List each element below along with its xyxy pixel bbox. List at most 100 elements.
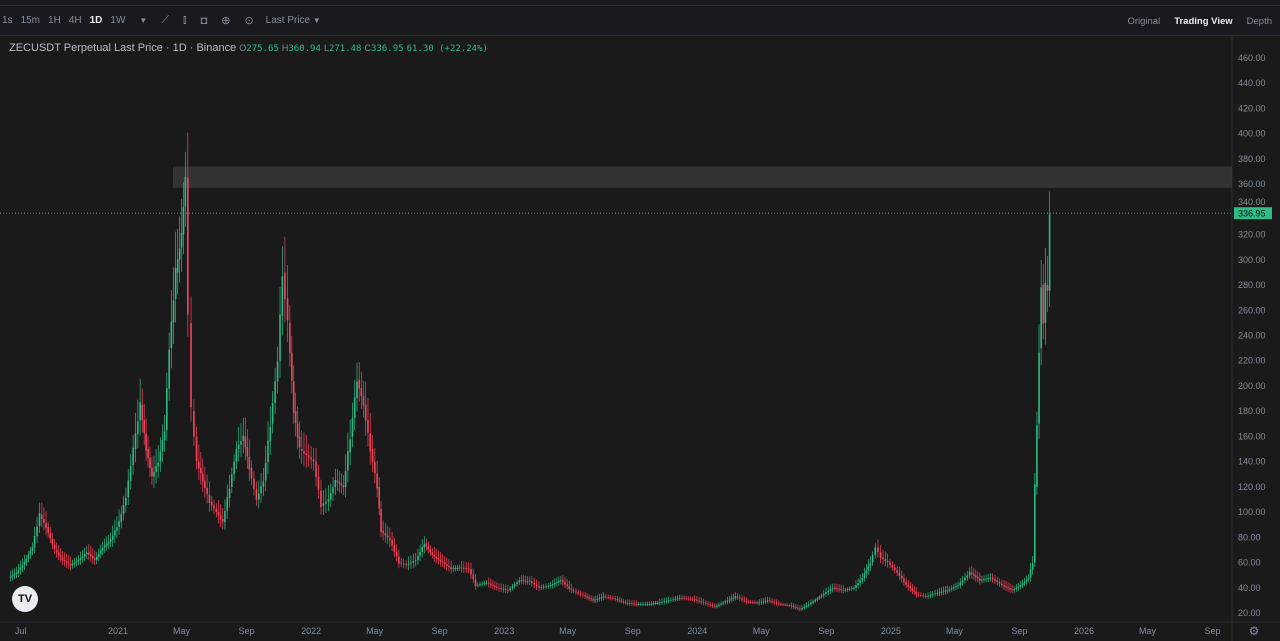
- candle-body: [886, 560, 889, 563]
- candle-body: [448, 565, 450, 568]
- candle-body: [13, 574, 16, 576]
- settings-gear-icon[interactable]: ⚙: [1249, 624, 1260, 638]
- candle-body: [479, 584, 481, 586]
- candle-body: [364, 404, 367, 421]
- high-value: 360.94: [288, 44, 321, 54]
- candle-body: [351, 418, 354, 437]
- candle-body: [338, 482, 341, 484]
- candle-body: [626, 602, 629, 604]
- price-tick-label: 300.00: [1238, 255, 1266, 265]
- candle-body: [889, 562, 891, 566]
- time-tick-label: Sep: [432, 626, 448, 636]
- candle-body: [11, 575, 14, 577]
- indicators-icon[interactable]: ⟋: [161, 14, 170, 26]
- candle-body: [23, 561, 26, 566]
- candle-body: [429, 549, 432, 553]
- price-tick-label: 400.00: [1238, 129, 1266, 139]
- candle-body: [99, 550, 102, 554]
- add-icon[interactable]: ⊕: [221, 15, 231, 27]
- candle-body: [756, 602, 758, 604]
- candle-body: [687, 598, 690, 600]
- candle-body: [59, 555, 62, 558]
- candle-body: [827, 591, 830, 593]
- candle-body: [395, 551, 398, 557]
- candle-body: [736, 596, 739, 598]
- close-label: C: [364, 43, 372, 53]
- candle-body: [353, 397, 356, 418]
- candle-body: [1023, 581, 1026, 584]
- candle-body: [452, 568, 455, 570]
- candle-body: [685, 598, 687, 600]
- candle-body: [829, 588, 832, 591]
- candle-body: [985, 578, 987, 580]
- candle-body: [174, 268, 177, 300]
- candle-body: [463, 567, 465, 569]
- candle-body: [184, 176, 187, 207]
- candle-body: [950, 588, 953, 590]
- candle-body: [224, 511, 226, 523]
- candle-body: [807, 604, 810, 606]
- candle-body: [199, 468, 202, 474]
- chart-type-icon[interactable]: ⫾: [183, 14, 187, 26]
- candle-body: [38, 513, 41, 527]
- interval-1h[interactable]: 1H: [48, 15, 61, 26]
- candle-body: [43, 518, 45, 523]
- interval-1w[interactable]: 1W: [110, 15, 126, 26]
- settings-circle-icon[interactable]: ⊙: [244, 15, 254, 27]
- candle-body: [53, 544, 56, 550]
- candle-body: [722, 602, 725, 604]
- candle-body: [88, 552, 90, 555]
- candle-body: [782, 604, 784, 606]
- interval-4h[interactable]: 4H: [68, 15, 82, 26]
- candle-body: [584, 595, 586, 597]
- candle-body: [71, 563, 74, 566]
- candle-body: [814, 599, 817, 602]
- price-type-dropdown[interactable]: Last Price ▼: [266, 15, 321, 26]
- tradingview-logo[interactable]: TV: [12, 586, 38, 612]
- candle-body: [1034, 484, 1036, 563]
- candle-body: [948, 589, 951, 591]
- candle-body: [570, 588, 573, 590]
- candle-body: [407, 563, 410, 566]
- interval-1d[interactable]: 1D: [89, 15, 103, 26]
- low-value: 271.48: [328, 44, 362, 54]
- candle-body: [97, 553, 100, 557]
- candle-body: [69, 563, 72, 566]
- candle-body: [929, 595, 932, 596]
- candle-body: [831, 588, 834, 590]
- candle-body: [760, 601, 763, 603]
- interval-dropdown-icon[interactable]: ▼: [139, 16, 148, 25]
- candle-body: [968, 572, 971, 576]
- candle-body: [848, 588, 851, 590]
- candle-body: [741, 598, 743, 600]
- candle-body: [456, 567, 459, 569]
- camera-icon[interactable]: ◘: [200, 14, 208, 27]
- candle-body: [204, 480, 206, 489]
- view-original[interactable]: Original: [1127, 15, 1161, 27]
- candle-body: [818, 596, 821, 599]
- time-tick-label: 2022: [301, 626, 321, 636]
- interval-1s[interactable]: 1s: [2, 15, 13, 26]
- candle-body: [786, 604, 789, 606]
- time-tick-label: May: [173, 626, 191, 636]
- candle-body: [423, 544, 426, 548]
- view-depth[interactable]: Depth: [1246, 15, 1272, 27]
- candle-body: [577, 592, 580, 594]
- candle-body: [859, 579, 862, 583]
- candle-body: [490, 583, 492, 585]
- candle-body: [773, 601, 776, 603]
- candle-body: [246, 447, 249, 457]
- candle-body: [609, 597, 612, 599]
- candle-body: [614, 598, 616, 600]
- candle-body: [752, 602, 754, 603]
- candle-body: [799, 608, 801, 610]
- candle-body: [228, 488, 231, 499]
- candle-body: [857, 582, 859, 586]
- candle-body: [689, 598, 692, 600]
- candle-body: [213, 505, 215, 509]
- interval-15m[interactable]: 15m: [20, 15, 41, 26]
- view-trading-view[interactable]: Trading View: [1174, 15, 1233, 27]
- chart-toolbar: 1s 15m 1H 4H 1D 1W ▼ ⟋ ⫾ ◘ ⊕ ⊙ Last Pric…: [0, 6, 1280, 36]
- candle-body: [734, 596, 737, 598]
